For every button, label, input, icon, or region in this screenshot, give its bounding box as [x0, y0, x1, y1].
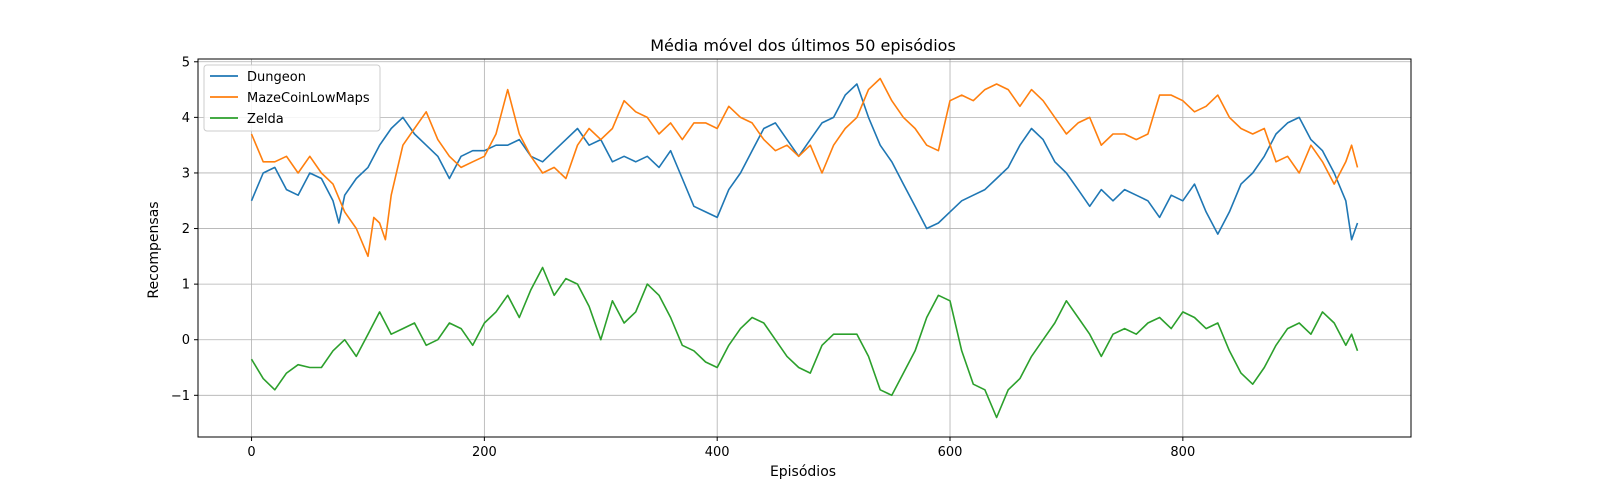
- y-tick-label: 2: [182, 222, 190, 237]
- axis-ticks: 0 200 400 600 800 −1 0 1 2 3 4 5: [171, 55, 1195, 460]
- y-tick-label: 3: [182, 166, 190, 181]
- y-tick-label: −1: [171, 389, 190, 404]
- chart-title: Média móvel dos últimos 50 episódios: [650, 36, 956, 55]
- x-tick-label: 400: [705, 445, 730, 460]
- legend: Dungeon MazeCoinLowMaps Zelda: [203, 64, 381, 132]
- y-tick-label: 1: [182, 278, 190, 293]
- series-line-dungeon: [250, 83, 1359, 241]
- x-tick-label: 0: [247, 445, 255, 460]
- legend-label: Dungeon: [247, 70, 306, 85]
- y-tick-label: 4: [182, 111, 190, 126]
- x-tick-label: 600: [938, 445, 963, 460]
- legend-box: [203, 64, 381, 132]
- grid-lines: [198, 59, 1411, 437]
- y-tick-label: 0: [182, 333, 190, 348]
- legend-label: Zelda: [247, 112, 284, 127]
- x-tick-label: 800: [1170, 445, 1195, 460]
- series-lines: [250, 77, 1359, 419]
- y-axis-label: Recompensas: [146, 201, 162, 298]
- series-line-zelda: [250, 266, 1359, 419]
- series-line-mazecoinlowmaps: [250, 77, 1359, 258]
- x-tick-label: 200: [472, 445, 497, 460]
- legend-label: MazeCoinLowMaps: [247, 91, 370, 106]
- x-axis-label: Episódios: [770, 464, 836, 480]
- plot-frame: [197, 58, 1412, 438]
- y-tick-label: 5: [182, 55, 190, 70]
